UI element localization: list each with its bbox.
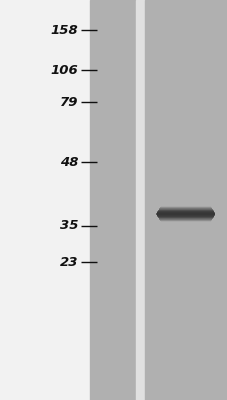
Bar <box>90 0 135 400</box>
Text: 158: 158 <box>50 24 78 36</box>
Text: 23: 23 <box>59 256 78 268</box>
Text: 48: 48 <box>59 156 78 168</box>
Bar <box>135 0 144 400</box>
Text: 35: 35 <box>59 220 78 232</box>
Text: 106: 106 <box>50 64 78 76</box>
Bar <box>144 0 227 400</box>
Text: 79: 79 <box>59 96 78 108</box>
